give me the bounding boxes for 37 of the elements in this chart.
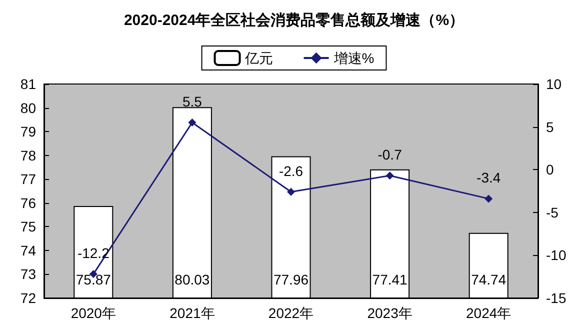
y-tick-label: 73: [20, 266, 36, 282]
y-tick-label: 76: [20, 194, 36, 211]
legend-label: 增速%: [332, 50, 374, 66]
data-label: 75.87: [76, 272, 112, 288]
x-tick-label: 2021年: [170, 305, 215, 321]
y-tick-label: 79: [20, 124, 36, 140]
data-label: 80.03: [174, 272, 210, 288]
y-tick-label: 74: [20, 242, 36, 258]
data-label: -3.4: [476, 170, 501, 186]
data-label: 77.96: [273, 272, 309, 288]
x-tick-label: 2024年: [466, 305, 512, 321]
legend-label: 亿元: [244, 50, 273, 66]
data-label: 77.41: [372, 272, 408, 288]
point: [484, 194, 493, 203]
y-tick-label: 75: [20, 218, 36, 235]
x-tick-label: 2022年: [268, 305, 314, 321]
y2-tick-label: -5: [546, 204, 559, 220]
y2-tick-label: 5: [546, 118, 554, 135]
y-tick-label: 77: [20, 171, 36, 188]
y2-tick-label: 10: [546, 76, 562, 92]
y-tick-label: 80: [20, 100, 36, 116]
data-label: 74.74: [471, 272, 506, 288]
chart-title: 2020-2024年全区社会消费品零售总额及增速（%）: [124, 11, 464, 29]
y-tick-label: 72: [20, 290, 36, 306]
x-tick-label: 2023年: [367, 305, 412, 321]
point: [386, 172, 394, 180]
x-tick-label: 2020年: [70, 305, 116, 321]
y-tick-label: 81: [20, 76, 36, 92]
y2-tick-label: -10: [546, 247, 566, 264]
y2-tick-label: 0: [546, 162, 554, 178]
point: [287, 188, 295, 196]
data-label: 5.5: [182, 94, 202, 110]
y2-tick-label: -15: [546, 290, 566, 306]
data-label: -0.7: [378, 146, 402, 163]
y-tick-label: 78: [20, 147, 36, 164]
point: [188, 118, 196, 127]
data-label: -2.6: [278, 162, 304, 179]
